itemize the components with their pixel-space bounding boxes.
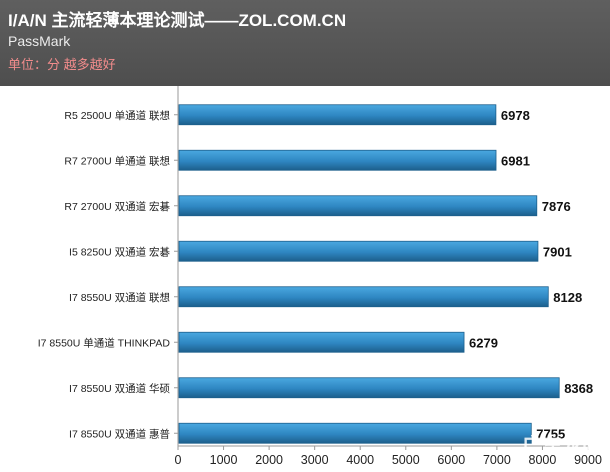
category-label: R7 2700U 单通道 联想 bbox=[64, 154, 170, 167]
value-label: 8128 bbox=[553, 290, 582, 305]
x-tick-label: 5000 bbox=[392, 453, 420, 467]
bar bbox=[178, 104, 497, 126]
x-tick-label: 8000 bbox=[529, 453, 557, 467]
bar bbox=[178, 331, 465, 353]
value-label: 7755 bbox=[536, 426, 565, 441]
x-tick-label: 7000 bbox=[483, 453, 511, 467]
bar bbox=[178, 240, 539, 262]
value-label: 6978 bbox=[501, 108, 530, 123]
x-tick-label: 3000 bbox=[301, 453, 329, 467]
bar bbox=[178, 149, 497, 171]
category-label: I7 8550U 单通道 THINKPAD bbox=[38, 336, 171, 349]
watermark: 广东龙网 bbox=[522, 435, 602, 457]
bar bbox=[178, 195, 538, 217]
category-label: R7 2700U 双通道 宏碁 bbox=[64, 200, 170, 213]
value-label: 7876 bbox=[542, 199, 571, 214]
value-label: 7901 bbox=[543, 244, 572, 259]
unit-note: 单位：分 越多越好 bbox=[8, 57, 116, 72]
bar bbox=[178, 422, 532, 444]
value-label: 8368 bbox=[564, 381, 593, 396]
category-label: R5 2500U 单通道 联想 bbox=[64, 109, 170, 122]
x-tick-label: 0 bbox=[175, 453, 182, 467]
x-tick-label: 2000 bbox=[255, 453, 283, 467]
value-label: 6279 bbox=[469, 335, 498, 350]
category-label: I7 8550U 双通道 联想 bbox=[69, 291, 170, 304]
x-tick-label: 6000 bbox=[437, 453, 465, 467]
x-tick-label: 9000 bbox=[574, 453, 602, 467]
value-label: 6981 bbox=[501, 153, 530, 168]
bar-chart: R5 2500U 单通道 联想 6978 R7 2700U 单通道 联想 6981 R7… bbox=[38, 86, 602, 467]
chart-title: I/A/N 主流轻薄本理论测试——ZOL.COM.CN bbox=[8, 11, 347, 30]
category-label: I7 8550U 双通道 华硕 bbox=[69, 382, 170, 395]
category-label: I5 8250U 双通道 宏碁 bbox=[69, 245, 170, 258]
bar bbox=[178, 377, 560, 399]
category-label: I7 8550U 双通道 惠普 bbox=[69, 427, 170, 440]
bar bbox=[178, 286, 549, 308]
x-tick-label: 4000 bbox=[346, 453, 374, 467]
chart-subtitle: PassMark bbox=[8, 33, 71, 49]
chart-header: I/A/N 主流轻薄本理论测试——ZOL.COM.CN PassMark 单位：… bbox=[0, 0, 610, 86]
x-tick-label: 1000 bbox=[210, 453, 238, 467]
